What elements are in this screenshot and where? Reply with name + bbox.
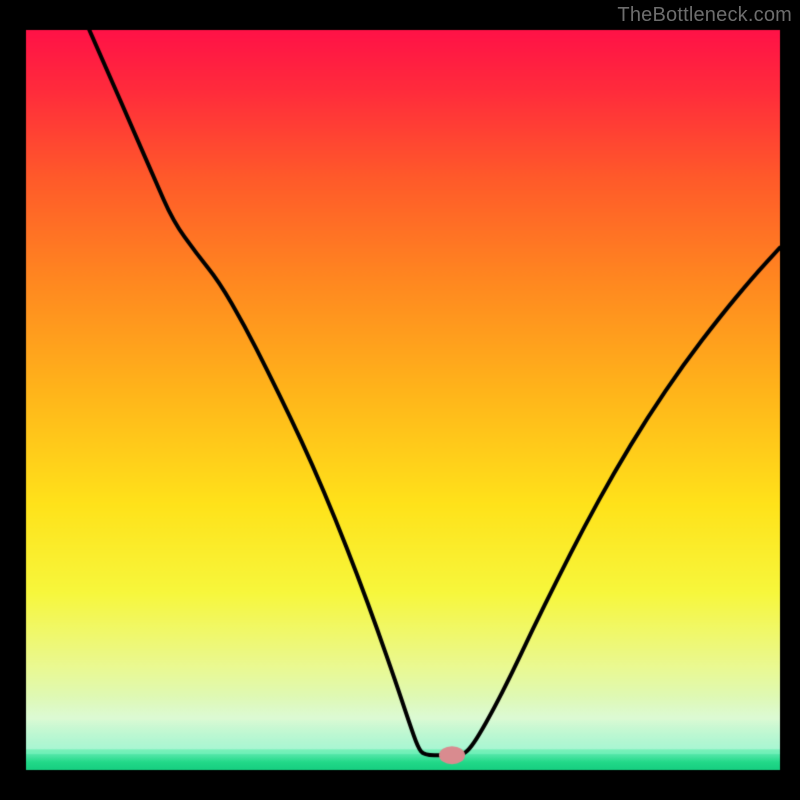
plot-canvas-wrap [0,0,800,800]
watermark-text: TheBottleneck.com [617,4,792,27]
plot-canvas [0,0,800,800]
chart-stage: { "watermark": { "text": "TheBottleneck.… [0,0,800,800]
